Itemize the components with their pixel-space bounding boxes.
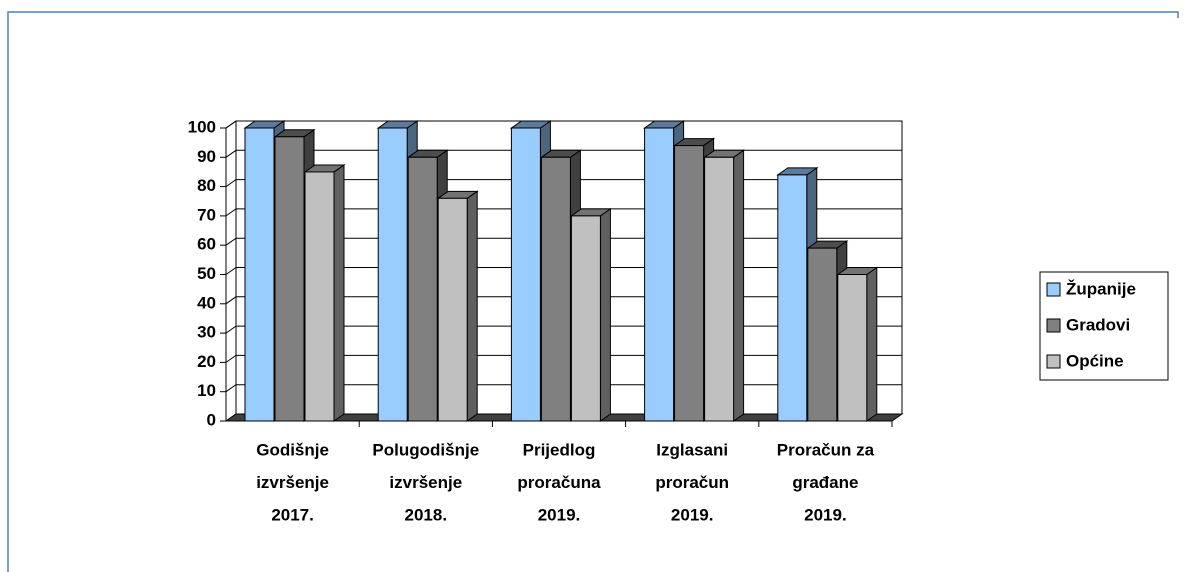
bar: [570, 215, 601, 422]
y-tick-label: 90: [197, 147, 216, 166]
x-tick-label: Proračun za: [777, 440, 875, 459]
x-tick-label: građane: [792, 473, 858, 492]
bar-side: [599, 207, 611, 422]
x-tick-label: 2019.: [671, 505, 714, 524]
bar: [704, 156, 735, 422]
y-tick-label: 70: [197, 205, 216, 224]
bar: [437, 197, 468, 422]
bar: [674, 145, 705, 422]
frame: [7, 11, 1179, 572]
x-tick-label: 2017.: [271, 505, 314, 524]
x-tick-label: Prijedlog: [523, 440, 596, 459]
bar: [540, 156, 571, 422]
y-tick-label: 40: [197, 293, 216, 312]
legend-label: Gradovi: [1066, 315, 1130, 334]
y-tick-label: 0: [207, 410, 216, 429]
bar: [807, 247, 838, 422]
legend-label: Općine: [1066, 351, 1124, 370]
y-tick-label: 20: [197, 352, 216, 371]
x-tick-label: 2019.: [538, 505, 581, 524]
bar-side: [733, 149, 745, 422]
bar: [304, 171, 335, 422]
x-tick-label: 2018.: [405, 505, 448, 524]
bar: [244, 127, 275, 422]
bar: [837, 274, 868, 422]
y-tick-label: 10: [197, 381, 216, 400]
legend-box: [1039, 271, 1169, 381]
bar-side: [866, 266, 878, 422]
x-tick-label: Izglasani: [656, 440, 728, 459]
bar-side: [466, 190, 478, 422]
bar: [644, 127, 675, 422]
y-tick-label: 60: [197, 235, 216, 254]
x-tick-label: Godišnje: [256, 440, 329, 459]
x-tick-label: izvršenje: [256, 473, 329, 492]
bar-side: [333, 163, 345, 422]
bar: [510, 127, 541, 422]
y-tick-label: 30: [197, 323, 216, 342]
x-tick-label: 2019.: [804, 505, 847, 524]
legend-swatch: [1046, 282, 1061, 297]
legend-label: Županije: [1066, 279, 1136, 298]
x-tick-label: proračun: [655, 473, 729, 492]
bar: [777, 174, 808, 422]
legend-swatch: [1046, 318, 1061, 333]
y-axis-depth: [225, 120, 237, 129]
x-tick-label: Polugodišnje: [372, 440, 479, 459]
bar: [274, 136, 305, 422]
y-tick-label: 50: [197, 264, 216, 283]
y-tick-label: 100: [188, 117, 216, 136]
legend-swatch: [1046, 354, 1061, 369]
y-tick-label: 80: [197, 176, 216, 195]
x-tick-label: izvršenje: [389, 473, 462, 492]
x-tick-label: proračuna: [517, 473, 601, 492]
bar: [407, 156, 438, 422]
bar: [377, 127, 408, 422]
